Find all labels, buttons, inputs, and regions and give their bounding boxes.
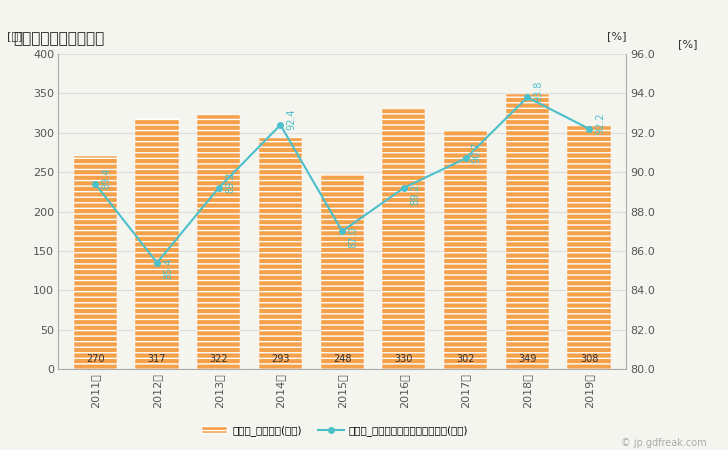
Text: 322: 322 [210, 354, 228, 365]
Text: 89.2: 89.2 [410, 183, 420, 205]
Bar [444, 131, 487, 369]
Text: 87.0: 87.0 [348, 226, 358, 248]
Text: 92.2: 92.2 [596, 112, 605, 134]
Text: 317: 317 [148, 354, 166, 365]
Text: 302: 302 [456, 354, 475, 365]
Bar [197, 116, 240, 369]
Text: 85.4: 85.4 [163, 258, 173, 279]
Bar [135, 119, 178, 369]
Text: 270: 270 [86, 354, 105, 365]
Text: 89.4: 89.4 [101, 167, 111, 189]
Bar [506, 94, 549, 369]
Text: © jp.gdfreak.com: © jp.gdfreak.com [620, 438, 706, 448]
Legend: 住宅用_建築物数(左軸), 住宅用_全建築物数にしめるシェア(右軸): 住宅用_建築物数(左軸), 住宅用_全建築物数にしめるシェア(右軸) [197, 421, 472, 440]
Bar [567, 126, 611, 369]
Bar [74, 157, 117, 369]
Text: [棟]: [棟] [7, 32, 23, 41]
Bar [382, 109, 425, 369]
Text: [%]: [%] [606, 32, 626, 41]
Bar [320, 174, 364, 369]
Text: 92.4: 92.4 [287, 108, 296, 130]
Text: 住宅用建築物数の推移: 住宅用建築物数の推移 [13, 31, 104, 46]
Text: 93.8: 93.8 [534, 81, 544, 102]
Text: 330: 330 [395, 354, 413, 365]
Text: 349: 349 [518, 354, 537, 365]
Text: 248: 248 [333, 354, 352, 365]
Text: [%]: [%] [678, 40, 697, 50]
Bar [259, 138, 302, 369]
Text: 308: 308 [580, 354, 598, 365]
Text: 90.7: 90.7 [472, 142, 482, 163]
Text: 293: 293 [272, 354, 290, 365]
Text: 89.2: 89.2 [225, 171, 235, 193]
